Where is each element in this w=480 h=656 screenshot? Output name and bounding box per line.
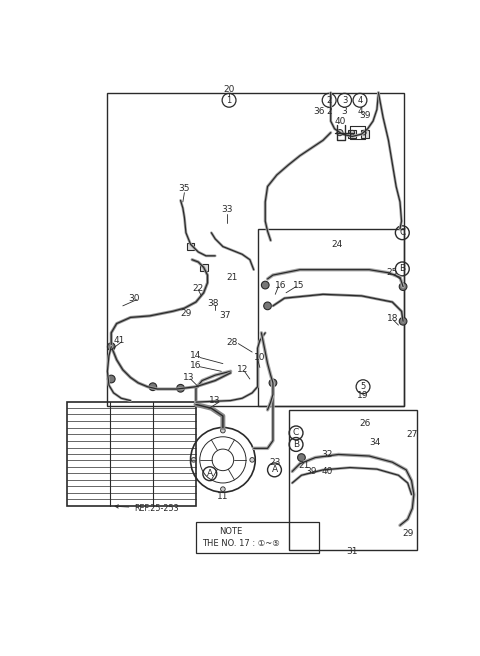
Text: B: B (293, 440, 299, 449)
Text: 33: 33 (221, 205, 232, 214)
Text: 40: 40 (321, 467, 333, 476)
Text: 23: 23 (270, 458, 281, 466)
Text: 41: 41 (113, 336, 125, 345)
Text: 30: 30 (129, 294, 140, 302)
Circle shape (221, 487, 225, 491)
Text: 19: 19 (357, 392, 369, 400)
Text: 24: 24 (331, 240, 343, 249)
Text: 16: 16 (275, 281, 287, 289)
Text: 34: 34 (370, 438, 381, 447)
Text: 5: 5 (360, 382, 366, 391)
Circle shape (264, 302, 271, 310)
Text: 1: 1 (227, 96, 232, 105)
Text: 37: 37 (219, 312, 231, 320)
Circle shape (149, 383, 156, 390)
Text: REF.25-253: REF.25-253 (115, 504, 179, 513)
Text: 15: 15 (293, 281, 304, 289)
Text: 22: 22 (192, 283, 204, 293)
Text: A: A (271, 465, 277, 474)
Bar (289, 410, 417, 550)
Circle shape (399, 318, 407, 325)
Text: 26: 26 (360, 419, 371, 428)
Text: C: C (399, 228, 406, 237)
Circle shape (361, 131, 366, 135)
Text: 28: 28 (227, 338, 238, 346)
Text: 21: 21 (227, 273, 238, 282)
Text: 3: 3 (342, 96, 347, 105)
Text: THE NO. 17 : ①~⑤: THE NO. 17 : ①~⑤ (202, 539, 280, 548)
Circle shape (298, 454, 305, 461)
Text: 2: 2 (326, 96, 332, 105)
Text: 10: 10 (254, 353, 265, 362)
Bar (187, 243, 194, 251)
Text: 21: 21 (298, 461, 310, 470)
Circle shape (250, 458, 254, 462)
Text: 39: 39 (306, 467, 317, 476)
Text: 38: 38 (207, 299, 218, 308)
Circle shape (269, 379, 277, 387)
Text: 16: 16 (190, 361, 202, 370)
Bar (67, 402, 196, 506)
Text: 32: 32 (321, 450, 333, 459)
Text: 25: 25 (386, 268, 398, 277)
Circle shape (337, 129, 343, 136)
Text: 39: 39 (360, 111, 371, 120)
Text: 40: 40 (334, 117, 346, 127)
Circle shape (108, 343, 115, 350)
Circle shape (399, 283, 407, 291)
Text: C: C (293, 428, 299, 438)
Text: 2: 2 (326, 106, 332, 115)
Text: 12: 12 (237, 365, 248, 375)
Text: 4: 4 (357, 106, 363, 115)
Circle shape (177, 384, 184, 392)
Text: 36: 36 (313, 106, 325, 115)
Text: 14: 14 (190, 352, 202, 360)
Text: 18: 18 (386, 314, 398, 323)
Bar (108, 92, 404, 406)
Text: 4: 4 (357, 96, 362, 105)
Text: 3: 3 (342, 106, 348, 115)
Text: NOTE: NOTE (219, 527, 242, 536)
Text: 11: 11 (217, 491, 228, 501)
Text: 35: 35 (179, 184, 190, 193)
Bar (348, 131, 356, 138)
Circle shape (108, 375, 115, 383)
Text: 31: 31 (347, 547, 358, 556)
Text: 29: 29 (180, 309, 192, 318)
Circle shape (221, 428, 225, 433)
Text: B: B (399, 264, 406, 274)
Text: 13: 13 (182, 373, 194, 382)
Bar (361, 131, 369, 138)
Text: 20: 20 (223, 85, 235, 94)
Bar (200, 264, 207, 271)
Text: 13: 13 (209, 396, 221, 405)
Text: 27: 27 (406, 430, 417, 439)
Text: A: A (207, 469, 213, 478)
Bar (258, 229, 404, 406)
Circle shape (262, 281, 269, 289)
Circle shape (350, 131, 355, 135)
Bar (196, 522, 319, 553)
Circle shape (192, 458, 196, 462)
Text: 29: 29 (402, 529, 413, 537)
